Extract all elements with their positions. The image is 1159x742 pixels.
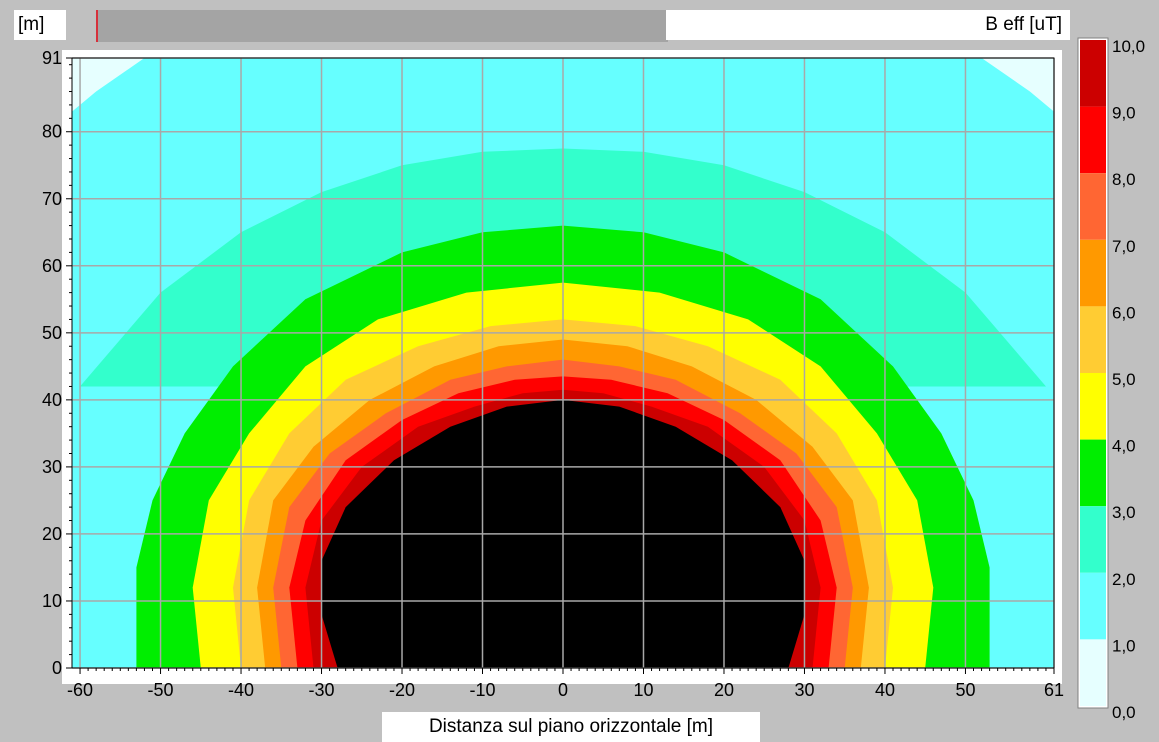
x-tick-label: 50 xyxy=(955,680,975,700)
y-tick-label: 50 xyxy=(42,323,62,343)
colorbar-swatch xyxy=(1080,572,1106,640)
y-tick-label: 80 xyxy=(42,122,62,142)
x-tick-label: -50 xyxy=(148,680,174,700)
colorbar-label: 2,0 xyxy=(1112,570,1136,589)
colorbar: 10,0 9,0 8,0 7,0 6,0 5,0 4,0 3,0 2,0 1,0 0,0 xyxy=(1077,37,1145,722)
x-tick-label: 0 xyxy=(558,680,568,700)
title-bar-redacted xyxy=(96,10,668,42)
y-tick-label: 10 xyxy=(42,591,62,611)
colorbar-swatch xyxy=(1080,106,1106,174)
y-axis: 0 10 20 30 40 50 60 70 80 91 xyxy=(42,48,72,678)
colorbar-swatch xyxy=(1080,439,1106,507)
x-tick-label: 40 xyxy=(875,680,895,700)
y-tick-label: 70 xyxy=(42,189,62,209)
colorbar-swatch xyxy=(1080,40,1106,107)
x-tick-label: -10 xyxy=(470,680,496,700)
colorbar-swatch xyxy=(1080,506,1106,573)
colorbar-swatch xyxy=(1080,373,1106,440)
y-tick-label: 20 xyxy=(42,524,62,544)
y-tick-label: 91 xyxy=(42,48,62,68)
colorbar-label: 1,0 xyxy=(1112,636,1136,655)
colorbar-label: 3,0 xyxy=(1112,503,1136,522)
x-tick-label: 61 xyxy=(1044,680,1064,700)
colorbar-label: 8,0 xyxy=(1112,170,1136,189)
x-axis-label: Distanza sul piano orizzontale [m] xyxy=(382,712,760,742)
x-tick-label: -40 xyxy=(228,680,254,700)
x-tick-label: -30 xyxy=(309,680,335,700)
colorbar-label: 4,0 xyxy=(1112,437,1136,456)
x-tick-label: -20 xyxy=(389,680,415,700)
colorbar-swatch xyxy=(1080,239,1106,307)
colorbar-label: 5,0 xyxy=(1112,370,1136,389)
y-tick-label: 0 xyxy=(52,658,62,678)
x-tick-label: 20 xyxy=(714,680,734,700)
x-tick-label: -60 xyxy=(67,680,93,700)
colorbar-label: 7,0 xyxy=(1112,237,1136,256)
colorbar-swatch xyxy=(1080,173,1106,240)
x-axis: -60 -50 -40 -30 -20 -10 0 10 20 30 40 50 61 xyxy=(67,668,1064,700)
y-tick-label: 30 xyxy=(42,457,62,477)
legend-title: B eff [uT] xyxy=(666,10,1070,40)
colorbar-label: 0,0 xyxy=(1112,703,1136,722)
colorbar-label: 9,0 xyxy=(1112,104,1136,123)
colorbar-label: 10,0 xyxy=(1112,37,1145,56)
x-tick-label: 10 xyxy=(633,680,653,700)
colorbar-swatch xyxy=(1080,639,1106,706)
x-tick-label: 30 xyxy=(794,680,814,700)
heatmap-band-level-0-left xyxy=(72,58,145,112)
colorbar-label: 6,0 xyxy=(1112,303,1136,322)
colorbar-swatch xyxy=(1080,306,1106,373)
y-tick-label: 60 xyxy=(42,256,62,276)
heatmap-band-level-0-right xyxy=(981,58,1054,112)
y-tick-label: 40 xyxy=(42,390,62,410)
y-axis-unit-label: [m] xyxy=(14,10,66,40)
